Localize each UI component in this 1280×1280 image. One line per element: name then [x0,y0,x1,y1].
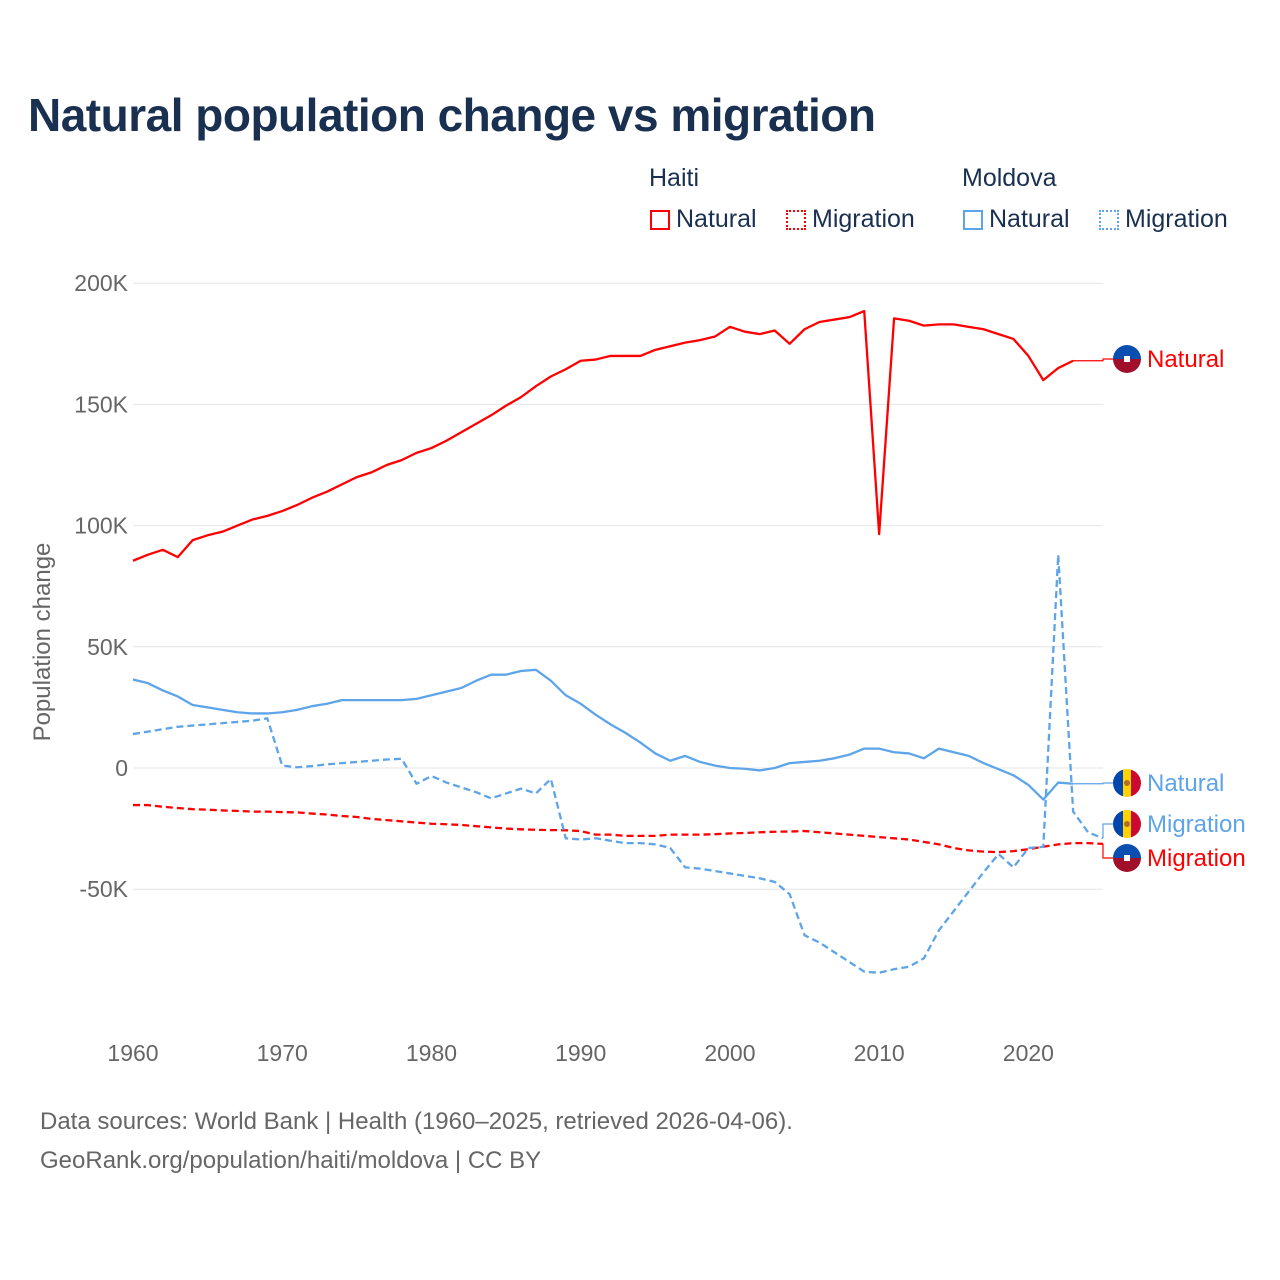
flag-stripe [1113,810,1123,838]
moldova-flag-icon [1113,769,1141,797]
y-tick-label: 100K [74,513,128,539]
x-tick-label: 1960 [107,1040,158,1066]
legend-haiti-migration[interactable]: Migration [786,205,915,234]
flag-emblem [1124,821,1130,827]
footer-credit[interactable]: GeoRank.org/population/haiti/moldova | C… [40,1147,542,1174]
legend-swatch-solid [963,209,983,230]
end-label-connector [1073,358,1113,362]
legend-label: Migration [812,205,915,233]
legend-swatch-solid [650,209,670,230]
end-label-connector [1073,782,1113,785]
x-tick-label: 2020 [1003,1040,1054,1066]
end-label: Migration [1147,811,1246,838]
y-tick-label: -50K [79,876,128,902]
legend-label: Natural [989,205,1070,233]
x-tick-label: 1980 [406,1040,457,1066]
x-tick-label: 1990 [555,1040,606,1066]
flag-emblem [1124,356,1130,362]
flag-stripe [1131,810,1141,838]
legend-group-haiti: Haiti [649,164,700,192]
flag-stripe [1113,858,1141,872]
series-line-moldova-migration [132,553,1104,974]
flag-stripe [1113,345,1141,359]
end-label: Natural [1147,770,1224,797]
flag-stripe [1113,359,1141,373]
end-label-connector [1102,843,1113,859]
legend-label: Natural [676,205,757,233]
series-line-haiti-natural [132,309,1074,562]
y-tick-label: 50K [87,634,129,660]
legend-moldova-natural[interactable]: Natural [963,205,1070,234]
legend-moldova-migration[interactable]: Migration [1099,205,1228,234]
x-tick-label: 2010 [854,1040,905,1066]
end-label-connector [1102,823,1113,839]
haiti-flag-icon [1113,844,1141,872]
x-tick-label: 1970 [257,1040,308,1066]
legend-swatch-dotted [1099,209,1119,230]
legend-haiti-natural[interactable]: Natural [650,205,757,234]
legend-label: Migration [1125,205,1228,233]
flag-stripe [1113,844,1141,858]
flag-stripe [1131,769,1141,797]
x-tick-label: 2000 [704,1040,755,1066]
end-label: Migration [1147,845,1246,872]
flag-stripe [1113,769,1123,797]
end-label: Natural [1147,346,1224,373]
y-tick-label: 0 [115,755,128,781]
legend-swatch-dotted [786,209,806,230]
series-line-haiti-migration [133,803,1104,854]
legend-group-moldova: Moldova [962,164,1057,192]
y-axis-label: Population change [29,543,56,742]
series-line-moldova-natural [132,668,1074,801]
y-tick-label: 200K [74,270,128,296]
footer-sources: Data sources: World Bank | Health (1960–… [40,1108,793,1135]
chart-title: Natural population change vs migration [28,89,876,141]
moldova-flag-icon [1113,810,1141,838]
y-tick-label: 150K [74,391,128,417]
flag-emblem [1124,780,1130,786]
haiti-flag-icon [1113,345,1141,373]
flag-emblem [1124,855,1130,861]
